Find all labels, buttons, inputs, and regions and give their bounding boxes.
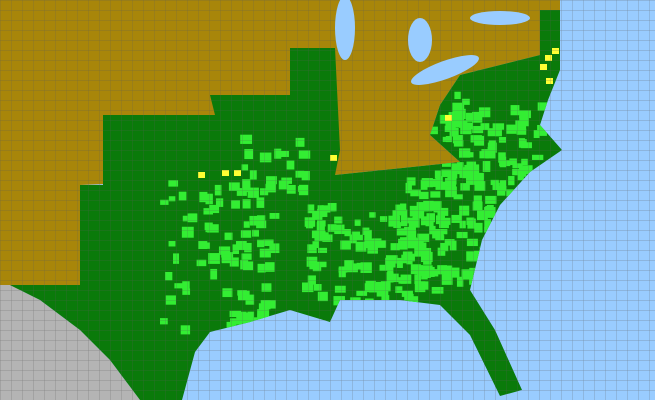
great-lakes [335,0,530,85]
